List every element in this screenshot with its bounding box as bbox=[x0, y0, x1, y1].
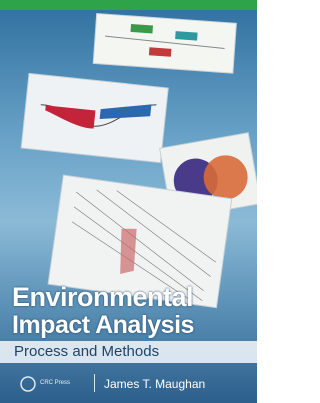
graph-card bbox=[21, 73, 168, 162]
title-line: Environmental bbox=[12, 282, 193, 313]
publisher: CRC Press bbox=[40, 380, 70, 386]
title-line: Impact Analysis bbox=[12, 311, 194, 340]
top-band bbox=[0, 0, 257, 10]
publisher-logo bbox=[21, 377, 35, 391]
flowchart-card bbox=[93, 14, 236, 74]
author: James T. Maughan bbox=[104, 377, 205, 391]
separator bbox=[94, 374, 95, 392]
book-cover: Environmental Impact Analysis Process an… bbox=[0, 0, 257, 403]
subtitle: Process and Methods bbox=[14, 343, 159, 360]
